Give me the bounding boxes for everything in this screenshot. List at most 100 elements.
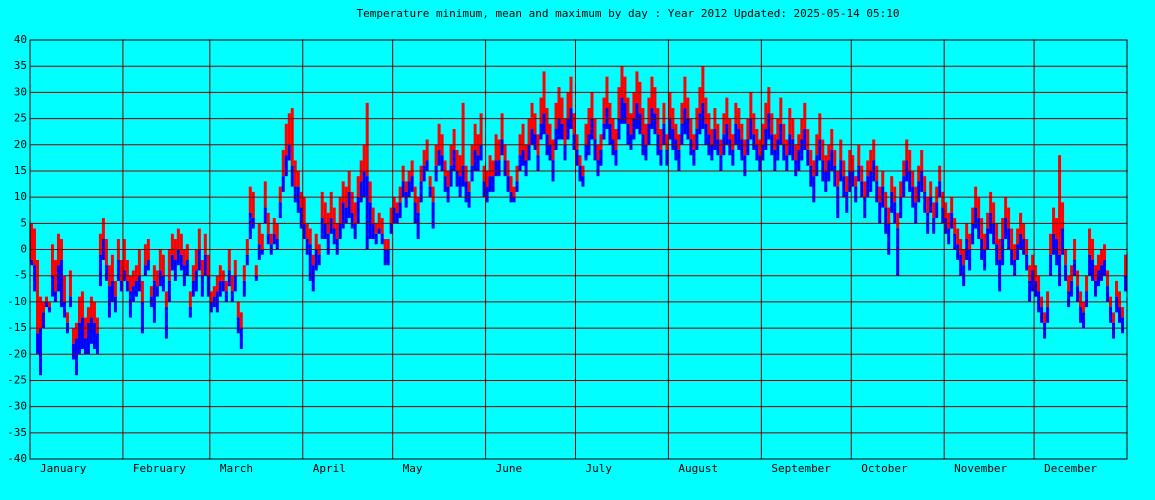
mean-max-bar [824, 155, 828, 171]
mean-max-bar [269, 233, 273, 245]
min-mean-bar [326, 233, 330, 255]
min-mean-bar [500, 139, 504, 156]
min-mean-bar [797, 149, 801, 171]
min-mean-bar [599, 149, 603, 166]
mean-max-bar [1118, 291, 1122, 308]
mean-max-bar [638, 81, 642, 114]
min-mean-bar [746, 139, 750, 156]
min-mean-bar [908, 170, 912, 192]
mean-max-bar [50, 244, 54, 276]
y-tick-label: -30 [7, 400, 27, 413]
mean-max-bar [890, 176, 894, 192]
x-tick-label: April [313, 462, 346, 475]
min-mean-bar [773, 149, 777, 171]
min-mean-bar [1085, 291, 1089, 308]
mean-max-bar [464, 165, 468, 182]
mean-max-bar [941, 191, 945, 208]
min-mean-bar [434, 165, 438, 182]
min-mean-bar [1022, 239, 1026, 255]
mean-max-bar [557, 87, 561, 119]
mean-max-bar [1088, 228, 1092, 255]
mean-max-bar [389, 207, 393, 224]
mean-max-bar [410, 160, 414, 177]
min-mean-bar [338, 223, 342, 240]
min-mean-bar [575, 149, 579, 166]
mean-max-bar [839, 139, 843, 161]
mean-max-bar [1067, 275, 1071, 292]
min-mean-bar [752, 134, 756, 150]
min-mean-bar [725, 123, 729, 145]
mean-max-bar [962, 249, 966, 266]
min-mean-bar [1046, 307, 1050, 323]
mean-max-bar [182, 249, 186, 266]
min-mean-bar [374, 233, 378, 245]
mean-max-bar [185, 244, 189, 260]
mean-max-bar [911, 170, 915, 187]
min-mean-bar [1073, 259, 1077, 276]
min-mean-bar [578, 165, 582, 182]
min-mean-bar [398, 202, 402, 219]
min-mean-bar [539, 123, 543, 140]
min-mean-bar [1043, 322, 1047, 339]
mean-max-bar [923, 176, 927, 192]
mean-max-bar [128, 275, 132, 292]
y-tick-label: -35 [7, 426, 27, 439]
min-mean-bar [749, 118, 753, 140]
min-mean-bar [533, 134, 537, 150]
min-mean-bar [38, 328, 42, 376]
min-mean-bar [671, 129, 675, 150]
min-mean-bar [263, 207, 267, 224]
min-mean-bar [194, 270, 198, 292]
mean-max-bar [383, 239, 387, 250]
mean-max-bar [1034, 265, 1038, 281]
mean-max-bar [1076, 270, 1080, 287]
mean-max-bar [392, 197, 396, 208]
mean-max-bar [332, 207, 336, 229]
min-mean-bar [617, 118, 621, 140]
mean-max-bar [413, 186, 417, 203]
min-mean-bar [341, 202, 345, 229]
min-mean-bar [206, 275, 210, 297]
mean-max-bar [704, 97, 708, 124]
y-tick-label: 15 [14, 164, 27, 177]
min-mean-bar [443, 176, 447, 192]
mean-max-bar [263, 181, 267, 208]
mean-max-bar [686, 97, 690, 119]
min-mean-bar [191, 280, 195, 297]
min-mean-bar [986, 228, 990, 250]
min-mean-bar [1121, 317, 1125, 334]
mean-max-bar [803, 102, 807, 130]
mean-max-bar [1043, 312, 1047, 323]
min-mean-bar [284, 155, 288, 177]
mean-max-bar [929, 181, 933, 198]
mean-max-bar [524, 144, 528, 161]
mean-max-bar [62, 275, 66, 302]
mean-max-bar [227, 249, 231, 271]
mean-max-bar [98, 233, 102, 255]
mean-max-bar [644, 123, 648, 145]
min-mean-bar [1097, 270, 1101, 287]
min-mean-bar [470, 165, 474, 182]
mean-max-bar [446, 170, 450, 187]
min-mean-bar [248, 212, 252, 240]
min-mean-bar [257, 244, 261, 260]
mean-max-bar [353, 202, 357, 224]
min-mean-bar [479, 144, 483, 161]
mean-max-bar [170, 233, 174, 255]
mean-max-bar [548, 123, 552, 145]
min-mean-bar [62, 301, 66, 318]
mean-max-bar [743, 139, 747, 156]
min-mean-bar [1058, 254, 1062, 287]
min-mean-bar [353, 223, 357, 240]
mean-max-bar [89, 296, 93, 318]
mean-max-bar [113, 280, 117, 297]
min-mean-bar [695, 129, 699, 150]
mean-max-bar [119, 259, 123, 281]
mean-max-bar [95, 317, 99, 334]
min-mean-bar [992, 223, 996, 245]
mean-max-bar [257, 223, 261, 245]
min-mean-bar [620, 97, 624, 124]
min-mean-bar [794, 160, 798, 177]
mean-max-bar [734, 102, 738, 124]
min-mean-bar [593, 139, 597, 161]
